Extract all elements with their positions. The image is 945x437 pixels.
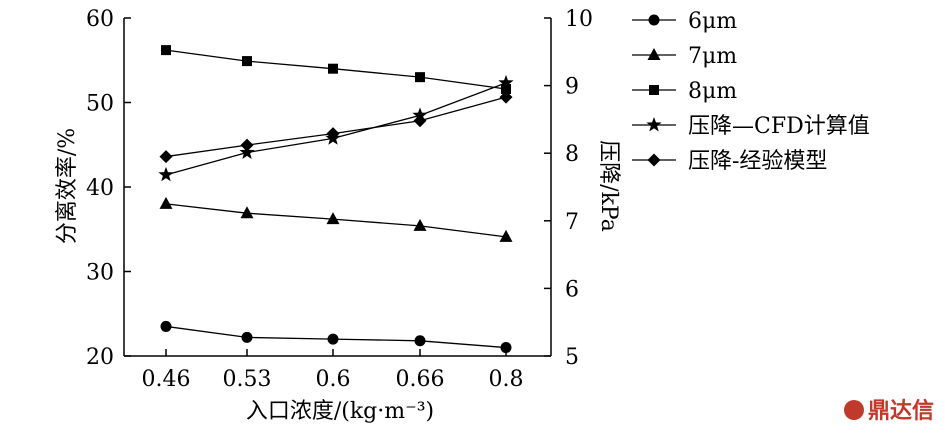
data-point	[499, 90, 513, 104]
data-point	[414, 335, 426, 347]
watermark: 鼎达信	[844, 398, 934, 424]
legend-marker	[647, 153, 661, 167]
legend-item: 8μm	[632, 79, 737, 104]
data-point	[413, 114, 427, 128]
y-axis-title: 分离效率/%	[55, 128, 80, 244]
y2-tick-label: 8	[565, 142, 579, 167]
data-point	[415, 72, 425, 83]
x-tick-label: 0.66	[396, 367, 445, 392]
watermark-text: 鼎达信	[868, 398, 934, 424]
data-point	[241, 331, 253, 343]
data-point	[240, 138, 254, 152]
y2-tick-label: 10	[565, 7, 593, 32]
data-point	[499, 229, 513, 242]
series-3	[161, 45, 511, 94]
tick-labels: 20 30 40 50 60 5 6 7 8 9 10 0.46 0.53 0.6 0.66 0.8	[86, 7, 593, 392]
y2-axis-title: 压降/kPa	[596, 140, 621, 232]
legend-label: 7μm	[688, 44, 737, 69]
y2-tick-label: 5	[565, 345, 579, 370]
data-point	[239, 144, 255, 159]
data-point	[498, 74, 514, 90]
data-point	[413, 218, 427, 231]
legend-item: 7μm	[632, 44, 737, 69]
data-point	[240, 206, 254, 219]
series-2	[159, 196, 513, 242]
y-tick-label: 60	[86, 7, 114, 32]
series-layer	[158, 45, 514, 354]
x-tick-label: 0.53	[223, 367, 272, 392]
series-1	[160, 320, 512, 354]
series-line	[165, 82, 507, 176]
watermark-logo-icon	[844, 400, 864, 420]
x-tick-label: 0.8	[489, 367, 524, 392]
y2-tick-label: 6	[565, 277, 579, 302]
axes	[123, 17, 552, 357]
x-tick-label: 0.46	[142, 367, 191, 392]
y-tick-label: 20	[86, 345, 114, 370]
data-point	[500, 342, 512, 354]
data-point	[328, 63, 338, 74]
y-tick-label: 50	[86, 92, 114, 117]
data-point	[242, 56, 252, 67]
data-point	[326, 212, 340, 225]
legend-marker	[646, 117, 662, 132]
data-point	[501, 83, 511, 94]
x-axis-title: 入口浓度/(kg·m⁻³)	[246, 399, 434, 424]
data-point	[160, 320, 172, 332]
legend-label: 压降—CFD计算值	[688, 114, 870, 139]
y2-tick-label: 7	[565, 210, 579, 235]
data-point	[327, 333, 339, 345]
data-point	[159, 196, 173, 209]
series-line	[165, 96, 507, 158]
data-point	[161, 45, 171, 56]
data-point	[326, 127, 340, 141]
data-point	[159, 150, 173, 164]
legend-marker	[649, 85, 659, 95]
legend-item: 压降-经验模型	[632, 149, 827, 174]
legend-marker	[648, 14, 660, 26]
legend-item: 压降—CFD计算值	[632, 114, 870, 139]
legend-label: 压降-经验模型	[688, 149, 827, 174]
series-4	[158, 74, 514, 182]
legend-item: 6μm	[632, 9, 737, 34]
legend-label: 8μm	[688, 79, 737, 104]
y2-tick-label: 9	[565, 75, 579, 100]
legend-marker	[647, 48, 661, 60]
y-tick-label: 30	[86, 261, 114, 286]
x-tick-label: 0.6	[316, 367, 351, 392]
data-point	[158, 166, 174, 182]
y-tick-label: 40	[86, 176, 114, 201]
series-5	[159, 90, 513, 164]
legend-label: 6μm	[688, 9, 737, 34]
